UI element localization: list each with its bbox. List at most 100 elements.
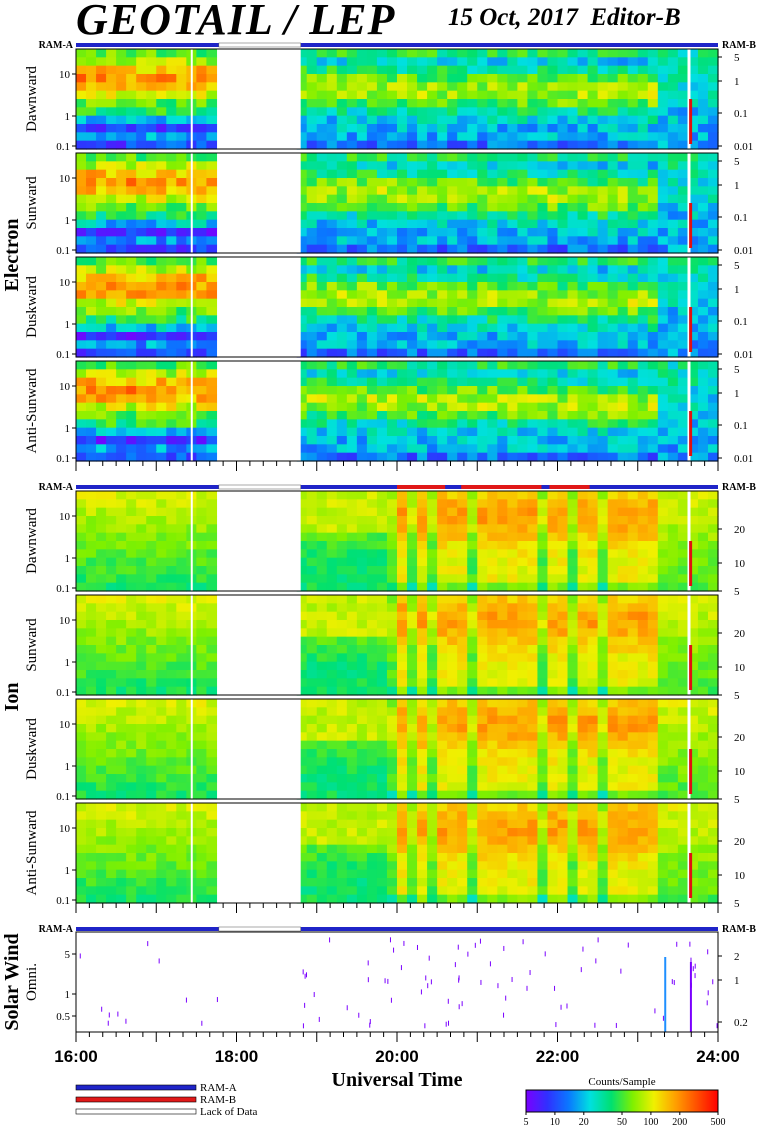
data-cell bbox=[196, 686, 208, 696]
data-cell bbox=[346, 178, 358, 187]
data-cell bbox=[677, 115, 689, 125]
data-cell bbox=[687, 74, 699, 83]
data-cell bbox=[296, 574, 308, 584]
data-cell bbox=[647, 774, 659, 783]
data-cell bbox=[146, 65, 157, 75]
data-cell bbox=[346, 574, 358, 584]
data-cell bbox=[346, 323, 358, 333]
data-cell bbox=[687, 452, 699, 462]
data-cell bbox=[617, 499, 629, 509]
data-cell bbox=[96, 491, 107, 500]
data-cell bbox=[296, 282, 308, 291]
data-cell bbox=[497, 790, 508, 800]
data-cell bbox=[206, 686, 218, 696]
data-cell bbox=[667, 782, 679, 792]
data-cell bbox=[547, 57, 559, 67]
data-cell bbox=[557, 749, 569, 758]
data-cell bbox=[647, 132, 659, 142]
data-cell bbox=[567, 765, 579, 775]
data-cell bbox=[597, 628, 609, 638]
data-cell bbox=[196, 57, 208, 67]
data-cell bbox=[567, 332, 579, 341]
data-cell bbox=[156, 436, 167, 445]
data-cell bbox=[316, 582, 328, 592]
data-cell bbox=[126, 499, 137, 509]
data-cell bbox=[567, 532, 579, 542]
data-cell bbox=[697, 566, 709, 575]
data-cell bbox=[457, 236, 468, 246]
data-cell bbox=[386, 394, 398, 404]
data-cell bbox=[407, 211, 418, 221]
data-cell bbox=[617, 348, 629, 358]
data-cell bbox=[587, 228, 599, 237]
data-cell bbox=[627, 507, 639, 517]
data-cell bbox=[326, 740, 338, 750]
data-cell bbox=[106, 678, 117, 688]
data-cell bbox=[567, 140, 579, 150]
data-cell bbox=[346, 707, 358, 717]
data-cell bbox=[617, 686, 629, 696]
data-cell bbox=[366, 628, 378, 638]
data-cell bbox=[697, 169, 709, 179]
data-cell bbox=[196, 595, 208, 604]
data-cell bbox=[346, 219, 358, 229]
data-cell bbox=[86, 132, 97, 142]
data-cell bbox=[477, 348, 488, 358]
data-cell bbox=[677, 427, 689, 437]
data-cell bbox=[336, 715, 348, 725]
data-cell bbox=[116, 348, 127, 358]
data-cell bbox=[106, 611, 117, 621]
data-cell bbox=[697, 140, 709, 150]
data-cell bbox=[667, 203, 679, 212]
data-cell bbox=[707, 774, 719, 783]
data-cell bbox=[677, 211, 689, 221]
data-cell bbox=[587, 323, 599, 333]
data-cell bbox=[637, 749, 649, 758]
data-cell bbox=[386, 678, 398, 688]
data-cell bbox=[336, 132, 348, 142]
data-cell bbox=[617, 757, 629, 767]
data-cell bbox=[106, 803, 117, 812]
data-cell bbox=[467, 661, 478, 671]
data-cell bbox=[487, 140, 498, 150]
data-cell bbox=[507, 532, 518, 542]
data-cell bbox=[597, 161, 609, 171]
data-cell bbox=[176, 740, 187, 750]
data-cell bbox=[417, 557, 428, 567]
data-cell bbox=[86, 886, 97, 896]
data-cell bbox=[517, 661, 529, 671]
data-cell bbox=[346, 236, 358, 246]
data-cell bbox=[567, 244, 579, 254]
data-cell bbox=[517, 620, 529, 629]
data-cell bbox=[397, 99, 408, 108]
data-cell bbox=[647, 298, 659, 308]
data-cell bbox=[316, 386, 328, 395]
data-cell bbox=[146, 386, 157, 395]
data-cell bbox=[176, 90, 187, 100]
data-cell bbox=[657, 524, 669, 534]
data-cell bbox=[517, 307, 529, 316]
data-cell bbox=[346, 724, 358, 733]
data-cell bbox=[386, 653, 398, 663]
data-cell bbox=[447, 611, 458, 621]
data-cell bbox=[507, 566, 518, 575]
data-cell bbox=[587, 124, 599, 133]
data-cell bbox=[126, 749, 137, 758]
data-cell bbox=[487, 645, 498, 654]
data-cell bbox=[96, 516, 107, 525]
data-cell bbox=[176, 541, 187, 550]
data-cell bbox=[346, 273, 358, 283]
data-cell bbox=[707, 524, 719, 534]
data-cell bbox=[106, 178, 117, 187]
data-cell bbox=[607, 790, 619, 800]
data-cell bbox=[707, 628, 719, 638]
data-cell bbox=[366, 699, 378, 708]
data-cell bbox=[657, 74, 669, 83]
data-cell bbox=[477, 790, 488, 800]
data-cell bbox=[346, 524, 358, 534]
data-cell bbox=[567, 670, 579, 679]
data-cell bbox=[457, 115, 468, 125]
data-cell bbox=[146, 340, 157, 350]
data-cell bbox=[116, 645, 127, 654]
data-cell bbox=[667, 661, 679, 671]
